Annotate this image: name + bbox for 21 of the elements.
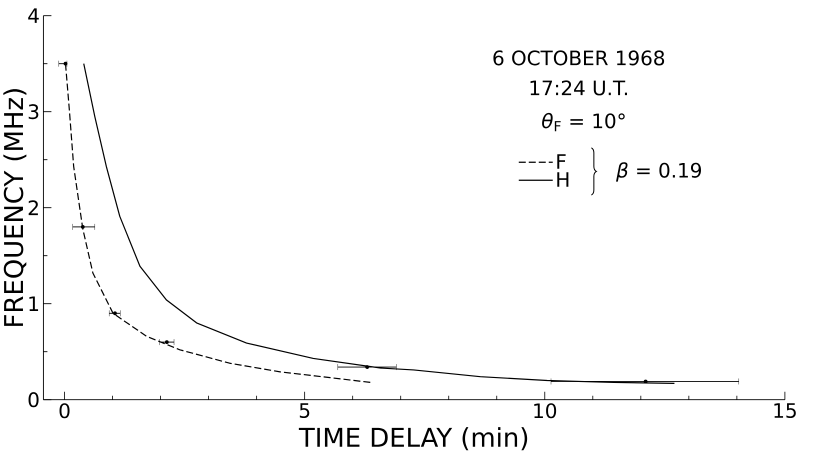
- y-tick-label: 0: [28, 392, 39, 408]
- legend-label: H: [557, 172, 568, 187]
- point: [113, 312, 117, 316]
- annotation: 6 OCTOBER 1968: [493, 50, 664, 66]
- y-tick-label: 3: [28, 104, 38, 120]
- x-tick-label: 10: [534, 403, 556, 418]
- x-tick-label: 0: [60, 403, 70, 418]
- y-tick-label: 4: [28, 8, 39, 24]
- y-tick-label: 2: [28, 200, 38, 216]
- y-axis-title: FREQUENCY (MHz): [3, 89, 26, 326]
- x-tick-label: 5: [300, 403, 310, 418]
- point: [164, 340, 169, 344]
- x-tick-label: 15: [774, 403, 796, 418]
- point: [365, 365, 369, 370]
- annotation: 17:24 U.T.: [530, 80, 627, 96]
- x-axis-title: TIME DELAY (min): [298, 427, 528, 450]
- y-tick-label: 1: [29, 296, 38, 312]
- annotation: β = 0.19: [616, 162, 701, 182]
- annotation: θ$_{F}$ = 10°: [542, 113, 625, 132]
- point: [80, 225, 85, 229]
- legend-label: F: [557, 154, 566, 169]
